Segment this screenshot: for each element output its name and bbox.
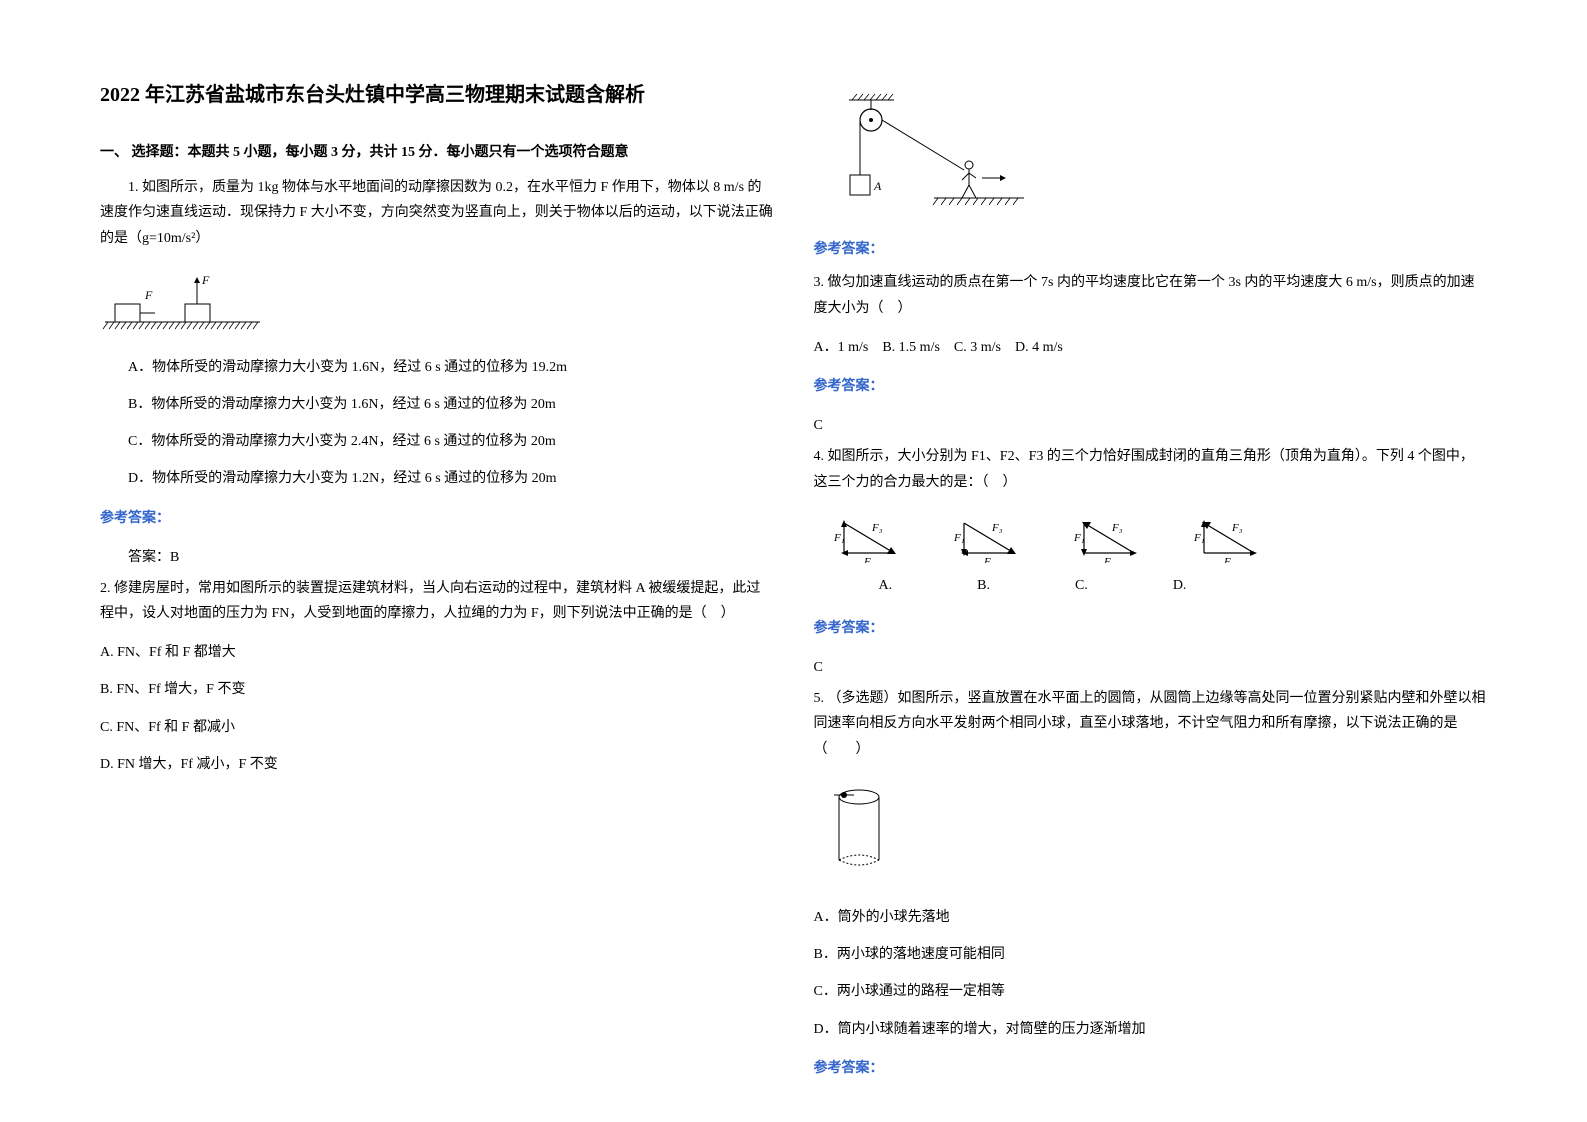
q2-diagram: A <box>834 90 1034 210</box>
q4-triangle-c: F₁ F₃ F₂ <box>1074 513 1154 563</box>
svg-text:F₂: F₂ <box>863 556 875 563</box>
svg-text:F₂: F₂ <box>1223 556 1235 563</box>
svg-text:F₁: F₁ <box>1074 532 1085 544</box>
q5-option-b: B．两小球的落地速度可能相同 <box>814 942 1488 967</box>
svg-text:F₁: F₁ <box>954 532 965 544</box>
q2-option-b: B. FN、Ff 增大，F 不变 <box>100 677 774 702</box>
q5-diagram <box>834 785 894 875</box>
page-title: 2022 年江苏省盐城市东台头灶镇中学高三物理期末试题含解析 <box>100 80 774 110</box>
svg-text:F₂: F₂ <box>1103 556 1115 563</box>
q4-answer: C <box>814 655 1488 680</box>
q4-triangle-d: F₁ F₃ F₂ <box>1194 513 1274 563</box>
q3-answer: C <box>814 413 1488 438</box>
q4-label-d: D. <box>1173 573 1187 598</box>
q5-option-c: C．两小球通过的路程一定相等 <box>814 979 1488 1004</box>
q4-label-b: B. <box>977 573 990 598</box>
q4-answer-label: 参考答案： <box>814 616 1488 641</box>
q1-option-c: C．物体所受的滑动摩擦力大小变为 2.4N，经过 6 s 通过的位移为 20m <box>100 429 774 454</box>
svg-text:F₃: F₃ <box>1111 522 1123 534</box>
q1-figure: F F <box>100 269 774 339</box>
q2-text: 2. 修建房屋时，常用如图所示的装置提运建筑材料，当人向右运动的过程中，建筑材料… <box>100 576 774 626</box>
q2-answer-label: 参考答案： <box>814 237 1488 262</box>
svg-text:A: A <box>873 179 882 193</box>
q5-text: 5. （多选题）如图所示，竖直放置在水平面上的圆筒，从圆筒上边缘等高处同一位置分… <box>814 686 1488 762</box>
q1-answer: 答案：B <box>128 545 774 570</box>
q1-diagram: F F <box>100 269 260 339</box>
svg-text:F: F <box>201 273 210 287</box>
q1-option-b: B．物体所受的滑动摩擦力大小变为 1.6N，经过 6 s 通过的位移为 20m <box>100 392 774 417</box>
section-header: 一、 选择题：本题共 5 小题，每小题 3 分，共计 15 分．每小题只有一个选… <box>100 140 774 165</box>
q5-answer-label: 参考答案： <box>814 1056 1488 1081</box>
svg-text:F₃: F₃ <box>1231 522 1243 534</box>
svg-text:F₃: F₃ <box>991 522 1003 534</box>
q1-answer-label: 参考答案： <box>100 506 774 531</box>
q1-text: 1. 如图所示，质量为 1kg 物体与水平地面间的动摩擦因数为 0.2，在水平恒… <box>100 175 774 251</box>
q4-triangle-a: F₁ F₃ F₂ <box>834 513 914 563</box>
q2-option-d: D. FN 增大，Ff 减小，F 不变 <box>100 752 774 777</box>
q2-figure: A <box>834 90 1488 219</box>
q2-option-a: A. FN、Ff 和 F 都增大 <box>100 640 774 665</box>
q4-label-c: C. <box>1075 573 1088 598</box>
svg-text:F₁: F₁ <box>1194 532 1205 544</box>
q4-label-a: A. <box>879 573 893 598</box>
q4-option-labels: A. B. C. D. <box>879 573 1488 598</box>
q1-option-a: A．物体所受的滑动摩擦力大小变为 1.6N，经过 6 s 通过的位移为 19.2… <box>100 355 774 380</box>
q4-figures: F₁ F₃ F₂ F₁ F₃ F₂ F₁ F₃ F₂ <box>834 513 1488 563</box>
q2-option-c: C. FN、Ff 和 F 都减小 <box>100 715 774 740</box>
left-column: 2022 年江苏省盐城市东台头灶镇中学高三物理期末试题含解析 一、 选择题：本题… <box>100 80 774 1042</box>
q4-text: 4. 如图所示，大小分别为 F1、F2、F3 的三个力恰好围成封闭的直角三角形（… <box>814 444 1488 494</box>
q3-options: A．1 m/s B. 1.5 m/s C. 3 m/s D. 4 m/s <box>814 335 1488 360</box>
q3-answer-label: 参考答案： <box>814 374 1488 399</box>
svg-text:F: F <box>144 288 153 302</box>
right-column: A 参考答案： 3. 做匀加速直线 <box>814 80 1488 1042</box>
q5-option-a: A．筒外的小球先落地 <box>814 905 1488 930</box>
q1-option-d: D．物体所受的滑动摩擦力大小变为 1.2N，经过 6 s 通过的位移为 20m <box>100 466 774 491</box>
svg-text:F₃: F₃ <box>871 522 883 534</box>
q3-text: 3. 做匀加速直线运动的质点在第一个 7s 内的平均速度比它在第一个 3s 内的… <box>814 270 1488 320</box>
svg-text:F₁: F₁ <box>834 532 845 544</box>
q5-figure <box>834 785 1488 884</box>
q5-option-d: D．筒内小球随着速率的增大，对筒壁的压力逐渐增加 <box>814 1017 1488 1042</box>
q4-triangle-b: F₁ F₃ F₂ <box>954 513 1034 563</box>
svg-text:F₂: F₂ <box>983 556 995 563</box>
